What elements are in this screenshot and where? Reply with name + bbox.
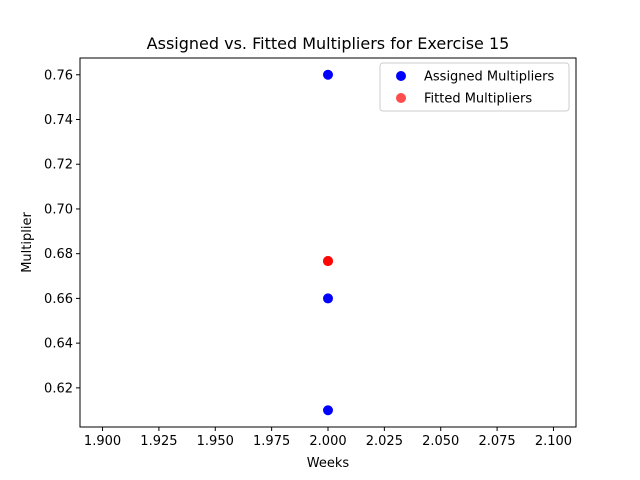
legend-label-assigned: Assigned Multipliers <box>424 70 555 85</box>
legend-frame <box>379 62 570 112</box>
data-points <box>323 69 333 416</box>
x-tick-label: 1.975 <box>253 434 290 449</box>
assigned-multiplier-point <box>323 405 333 416</box>
x-tick-label: 2.000 <box>309 434 346 449</box>
y-tick-label: 0.68 <box>44 247 73 262</box>
legend-label-fitted: Fitted Multipliers <box>424 92 532 107</box>
x-tick-label: 1.950 <box>197 434 234 449</box>
x-tick-label: 2.100 <box>535 434 572 449</box>
y-tick-label: 0.66 <box>44 292 73 307</box>
y-axis: 0.62 0.64 0.66 0.68 0.70 0.72 0.74 0.76 <box>44 68 80 396</box>
legend-marker-assigned <box>396 71 406 81</box>
x-tick-label: 2.025 <box>366 434 403 449</box>
x-tick-label: 2.075 <box>478 434 515 449</box>
y-tick-label: 0.72 <box>44 158 73 173</box>
y-axis-label: Multiplier <box>20 212 35 273</box>
y-tick-label: 0.62 <box>44 381 73 396</box>
x-axis: 1.900 1.925 1.950 1.975 2.000 2.025 2.050 2.075… <box>84 427 572 449</box>
fitted-multiplier-point <box>323 256 333 267</box>
x-tick-label: 1.900 <box>84 434 121 449</box>
y-tick-label: 0.70 <box>44 202 73 217</box>
legend: Assigned Multipliers Fitted Multipliers <box>379 62 570 112</box>
x-axis-label: Weeks <box>307 456 350 471</box>
legend-marker-fitted <box>396 93 406 103</box>
chart-title: Assigned vs. Fitted Multipliers for Exer… <box>147 34 510 53</box>
y-tick-label: 0.74 <box>44 113 73 128</box>
assigned-multiplier-point <box>323 69 333 80</box>
x-tick-label: 2.050 <box>422 434 459 449</box>
plot-area-frame <box>79 57 577 428</box>
assigned-multiplier-point <box>323 293 333 304</box>
y-tick-label: 0.64 <box>44 337 73 352</box>
x-tick-label: 1.925 <box>140 434 177 449</box>
y-tick-label: 0.76 <box>44 68 73 83</box>
